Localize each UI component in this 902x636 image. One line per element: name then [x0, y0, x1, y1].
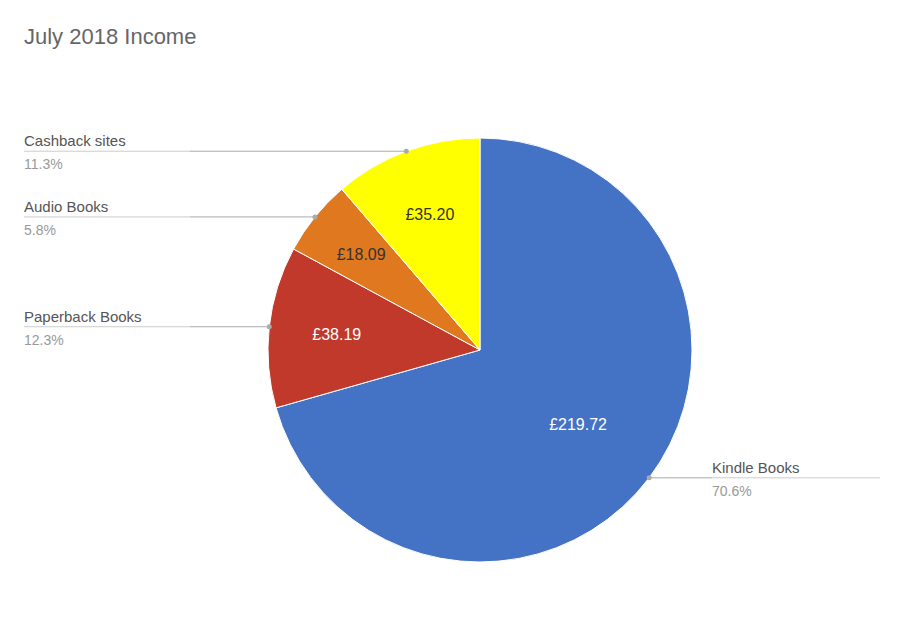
leader-line — [190, 216, 315, 217]
slice — [342, 138, 480, 350]
leader-line — [649, 477, 712, 478]
leader-dot — [267, 324, 272, 329]
slice-value-label: £38.19 — [312, 326, 361, 343]
percent-label: 70.6% — [712, 483, 752, 499]
pie — [268, 138, 692, 562]
leader-line — [190, 151, 406, 152]
category-label: Paperback Books — [24, 308, 142, 325]
percent-label: 11.3% — [24, 156, 63, 172]
chart: July 2018 Income £219.72 £38.19 £18.09 £35.2… — [0, 0, 902, 636]
label-underline — [712, 477, 880, 478]
leader-dot — [404, 149, 409, 154]
leader-dot — [647, 475, 652, 480]
label-underline — [24, 151, 190, 152]
category-label: Audio Books — [24, 198, 108, 215]
percent-label: 5.8% — [24, 222, 56, 238]
leader-line — [190, 326, 269, 327]
slice-value-label: £35.20 — [405, 206, 454, 223]
percent-label: 12.3% — [24, 332, 64, 348]
category-label: Cashback sites — [24, 132, 126, 149]
title: July 2018 Income — [24, 24, 196, 49]
slice-value-label: £18.09 — [337, 246, 386, 263]
labels: £219.72 £38.19 £18.09 £35.20 Kindle Books 70.… — [24, 132, 880, 499]
label-underline — [24, 216, 190, 217]
label-underline — [24, 326, 190, 327]
category-label: Kindle Books — [712, 459, 800, 476]
leader-dot — [312, 214, 317, 219]
slice-value-label: £219.72 — [549, 416, 607, 433]
